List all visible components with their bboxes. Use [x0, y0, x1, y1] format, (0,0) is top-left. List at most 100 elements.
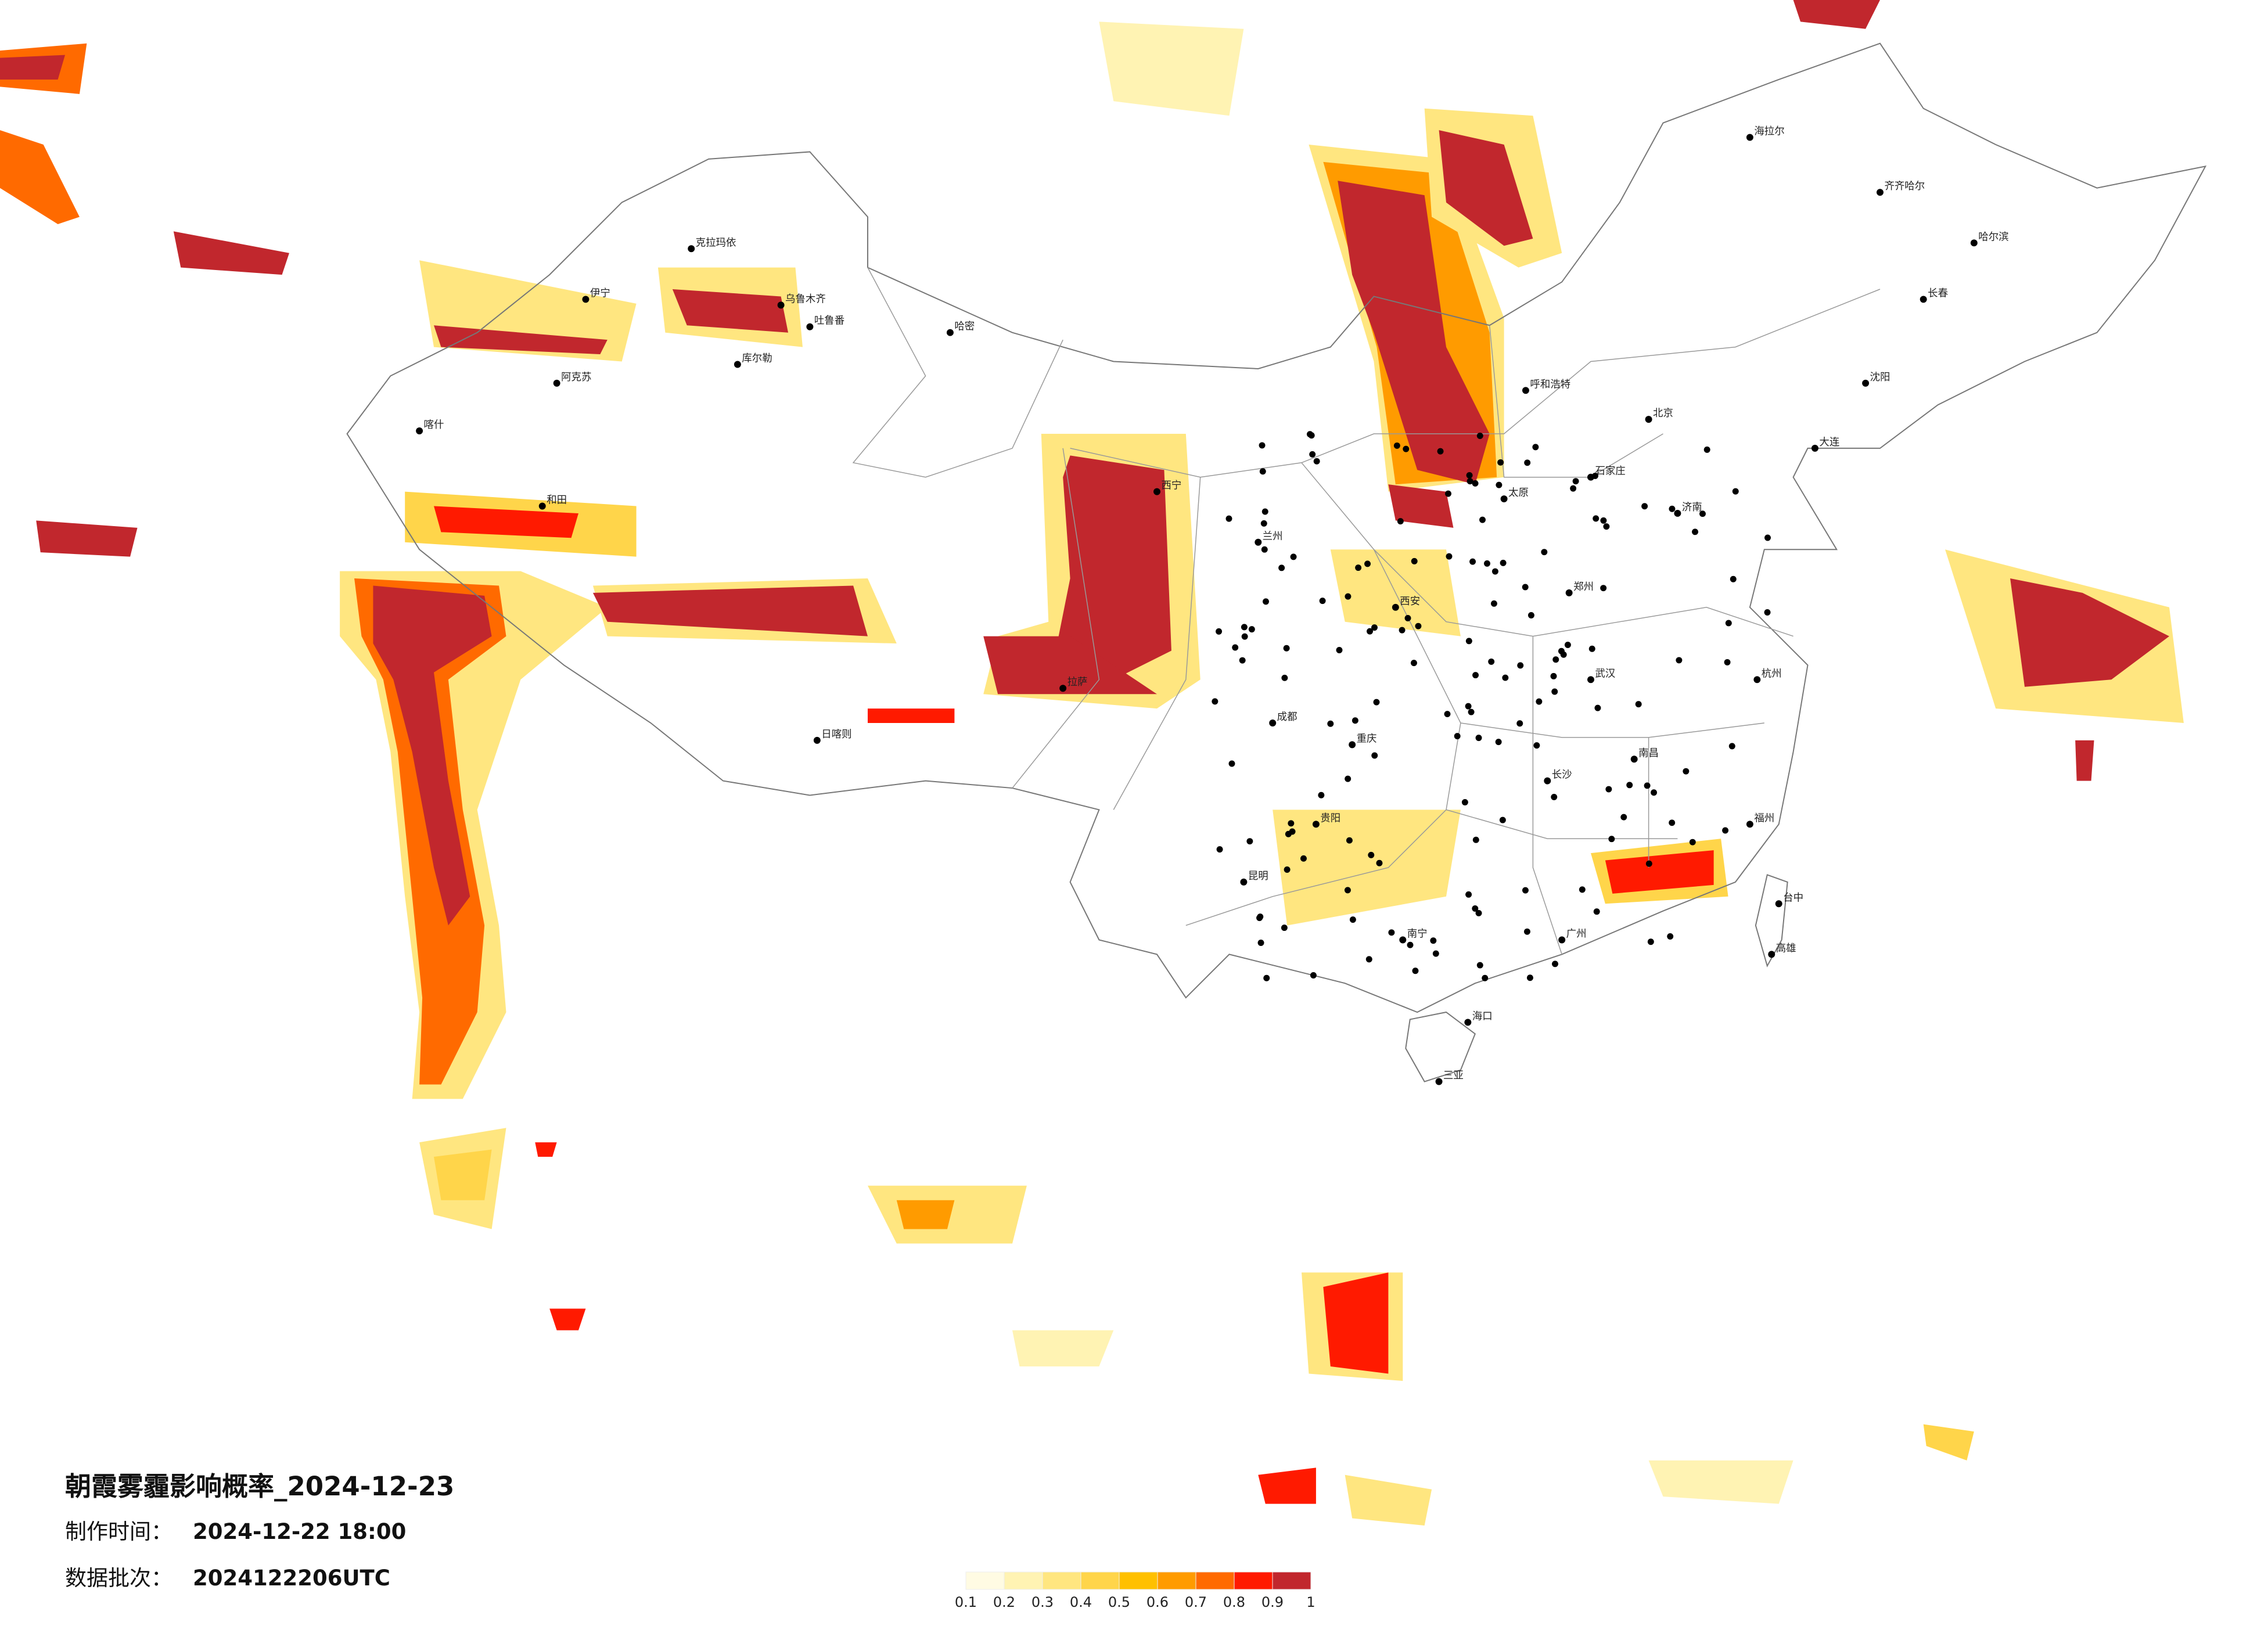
haze-area — [1439, 130, 1533, 246]
legend-tick-label: 0.7 — [1185, 1594, 1207, 1610]
city-label: 济南 — [1682, 502, 1702, 513]
station-dot — [1635, 701, 1642, 708]
city-label: 大连 — [1819, 437, 1839, 448]
station-dot — [1645, 860, 1652, 867]
station-dot — [1256, 915, 1263, 922]
station-dot — [1472, 905, 1479, 912]
city-label: 昆明 — [1248, 870, 1268, 882]
station-dot — [1491, 568, 1498, 575]
city-dot — [1269, 720, 1277, 726]
station-dot — [1651, 789, 1658, 796]
station-dot — [1261, 546, 1268, 553]
station-dot — [1468, 708, 1475, 715]
city-dot — [1544, 777, 1551, 785]
city-dot — [1746, 134, 1753, 141]
station-dot — [1393, 442, 1400, 449]
station-dot — [1461, 798, 1468, 805]
station-dot — [1600, 585, 1607, 592]
haze-area — [1012, 1330, 1114, 1367]
city-dot — [777, 301, 785, 309]
station-dot — [1605, 786, 1612, 793]
station-dot — [1368, 851, 1375, 858]
station-dot — [1239, 657, 1246, 664]
station-dot — [1263, 974, 1270, 981]
station-dot — [1290, 553, 1297, 560]
station-dot — [1689, 839, 1696, 846]
station-dot — [1281, 674, 1288, 681]
station-dot — [1364, 560, 1371, 567]
city-dot — [538, 502, 546, 510]
station-dot — [1466, 472, 1473, 479]
city-label: 南昌 — [1638, 747, 1659, 759]
city-dot — [1240, 878, 1248, 886]
station-dot — [1432, 950, 1439, 957]
station-dot — [1465, 638, 1472, 645]
station-dot — [1445, 490, 1451, 497]
legend-tick-label: 0.1 — [955, 1594, 977, 1610]
legend-swatch — [965, 1571, 1005, 1590]
city-dot — [1392, 603, 1399, 611]
station-dot — [1517, 662, 1524, 669]
haze-area — [0, 130, 80, 224]
city-dot — [553, 379, 560, 387]
station-dot — [1644, 782, 1651, 789]
city-label: 乌鲁木齐 — [785, 293, 826, 305]
station-dot — [1465, 891, 1472, 898]
city-label: 克拉玛依 — [696, 237, 736, 249]
city-dot — [1862, 379, 1870, 387]
info-label: 制作时间： — [65, 1519, 172, 1544]
station-dot — [1472, 836, 1479, 843]
legend-swatch — [1119, 1571, 1158, 1590]
station-dot — [1667, 933, 1674, 940]
city-label: 哈尔滨 — [1978, 231, 2008, 243]
station-dot — [1467, 478, 1473, 485]
station-dot — [1365, 956, 1372, 963]
city-dot — [1500, 495, 1508, 503]
legend: 0.1 0.2 0.3 0.4 0.5 0.6 0.7 0.8 0.9 1 — [955, 1571, 1315, 1610]
station-dot — [1764, 609, 1771, 616]
station-dot — [1345, 775, 1352, 782]
city-dot — [1255, 538, 1262, 546]
station-dot — [1371, 624, 1378, 631]
station-dot — [1497, 459, 1504, 466]
legend-swatch — [1195, 1571, 1235, 1590]
city-dot — [688, 245, 695, 253]
city-label: 齐齐哈尔 — [1884, 181, 1925, 192]
station-dot — [1469, 558, 1476, 565]
station-dot — [1241, 624, 1248, 631]
city-label: 成都 — [1277, 711, 1297, 723]
city-dot — [1753, 676, 1761, 684]
station-dot — [1669, 505, 1676, 512]
station-dot — [1300, 855, 1307, 862]
station-dot — [1558, 647, 1565, 654]
city-dot — [1811, 444, 1818, 452]
station-dot — [1308, 432, 1315, 439]
legend-tick-label: 1 — [1306, 1594, 1315, 1610]
station-dot — [1593, 515, 1600, 522]
station-dot — [1496, 481, 1503, 488]
city-label: 日喀则 — [821, 729, 851, 740]
station-dot — [1399, 627, 1406, 634]
station-dot — [1397, 518, 1404, 525]
city-dot — [416, 427, 423, 434]
station-dot — [1482, 974, 1489, 981]
station-dot — [1283, 645, 1290, 652]
city-label: 武汉 — [1595, 668, 1615, 679]
station-dot — [1412, 967, 1419, 974]
station-dot — [1289, 828, 1296, 835]
station-dot — [1550, 672, 1557, 679]
station-dot — [1483, 560, 1490, 567]
station-dot — [1692, 528, 1699, 535]
city-dot — [582, 296, 590, 303]
legend-tick-label: 0.8 — [1223, 1594, 1245, 1610]
city-dot — [1970, 239, 1978, 247]
haze-area — [535, 1142, 557, 1157]
haze-area — [1923, 1424, 1974, 1460]
station-dot — [1620, 814, 1627, 821]
legend-swatch — [1272, 1571, 1311, 1590]
station-dot — [1552, 656, 1559, 663]
station-dot — [1278, 564, 1285, 571]
station-dot — [1465, 703, 1472, 710]
haze-area — [1648, 1460, 1793, 1504]
